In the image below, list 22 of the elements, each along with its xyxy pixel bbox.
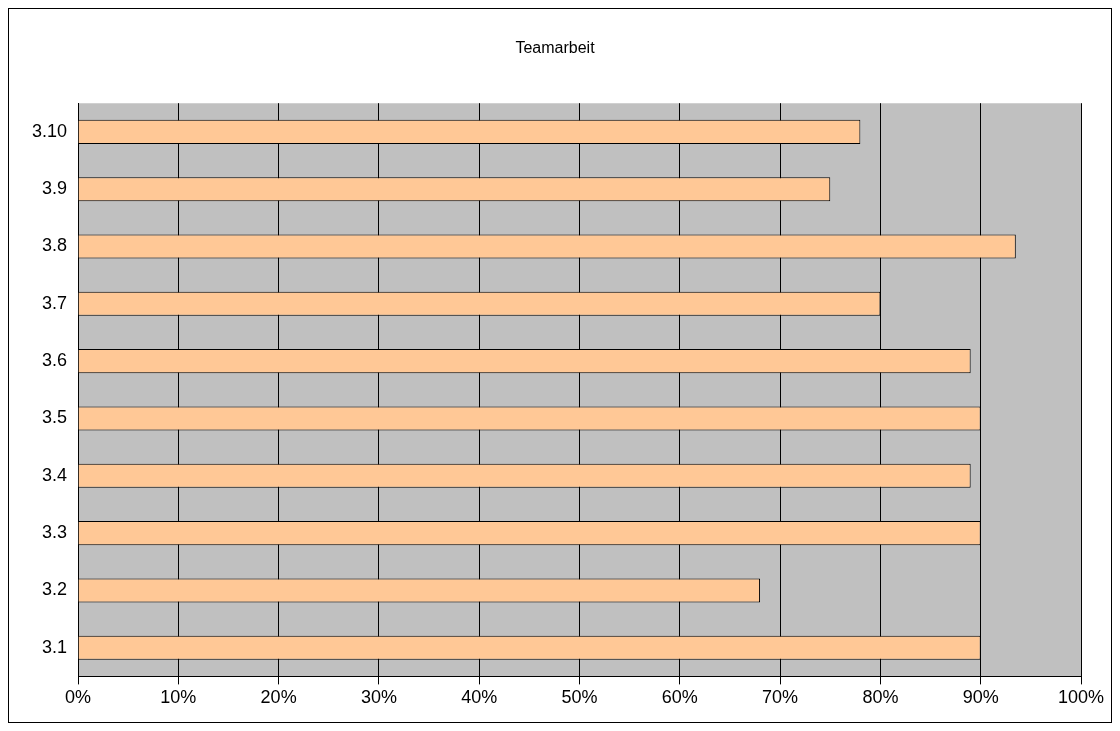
y-tick-label: 3.2 — [42, 579, 68, 600]
x-tick-label: 10% — [160, 687, 197, 708]
x-tick-label: 90% — [962, 687, 999, 708]
y-tick-label: 3.9 — [42, 178, 68, 199]
y-tick-label: 3.5 — [42, 407, 68, 428]
x-tick-label: 60% — [661, 687, 698, 708]
x-tick-label: 30% — [360, 687, 397, 708]
y-tick-label: 3.3 — [42, 522, 68, 543]
x-tick-label: 20% — [260, 687, 297, 708]
y-tick-label: 3.8 — [42, 235, 68, 256]
x-tick-label: 50% — [561, 687, 598, 708]
y-tick-label: 3.1 — [42, 636, 68, 657]
x-tick-label: 40% — [461, 687, 498, 708]
y-tick-label: 3.7 — [42, 292, 68, 313]
x-tick-label: 0% — [65, 687, 92, 708]
x-tick-label: 80% — [862, 687, 899, 708]
x-tick-label: 70% — [762, 687, 799, 708]
y-tick-label: 3.4 — [42, 464, 68, 485]
y-tick-label: 3.10 — [31, 120, 68, 141]
x-tick-label: 100% — [1057, 687, 1105, 708]
y-tick-label: 3.6 — [42, 350, 68, 371]
chart-title: Teamarbeit — [515, 39, 596, 57]
